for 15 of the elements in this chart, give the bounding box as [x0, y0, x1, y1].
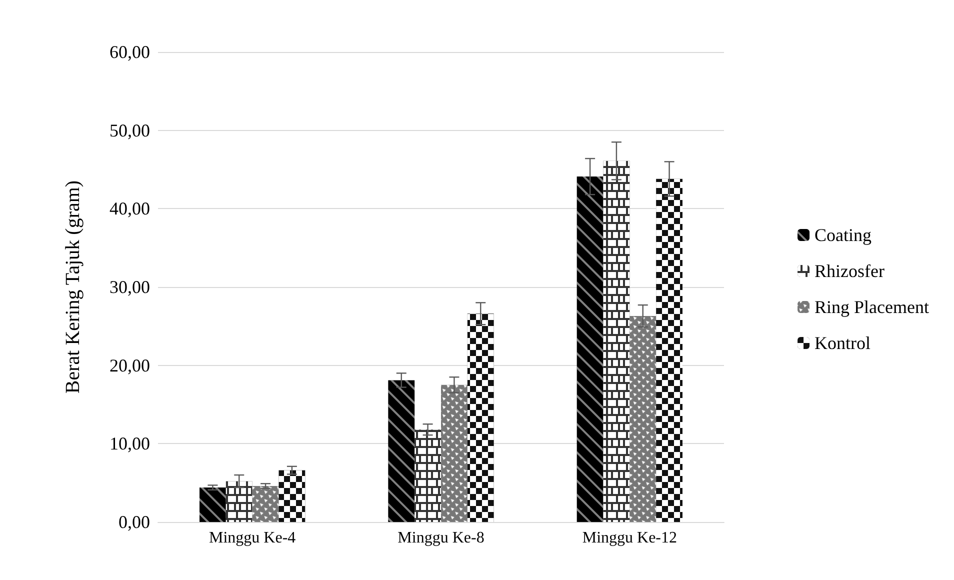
- legend-label: Ring Placement: [814, 297, 930, 317]
- y-tick-label: 20,00: [110, 355, 150, 376]
- x-tick-label: Minggu Ke-12: [582, 530, 677, 546]
- legend-label: Kontrol: [814, 333, 871, 353]
- x-tick-label: Minggu Ke-8: [398, 530, 484, 546]
- y-tick-label: 60,00: [110, 42, 150, 62]
- y-tick-label: 30,00: [110, 277, 150, 297]
- legend-label: Rhizosfer: [814, 261, 885, 281]
- y-tick-label: 50,00: [110, 120, 150, 140]
- y-axis-title: Berat Kering Tajuk (gram): [62, 180, 84, 394]
- y-tick-label: 10,00: [110, 434, 150, 454]
- x-tick-label: Minggu Ke-4: [209, 530, 296, 546]
- y-tick-label: 0,00: [118, 512, 150, 532]
- y-tick-label: 40,00: [110, 198, 150, 219]
- legend-label: Coating: [814, 225, 872, 245]
